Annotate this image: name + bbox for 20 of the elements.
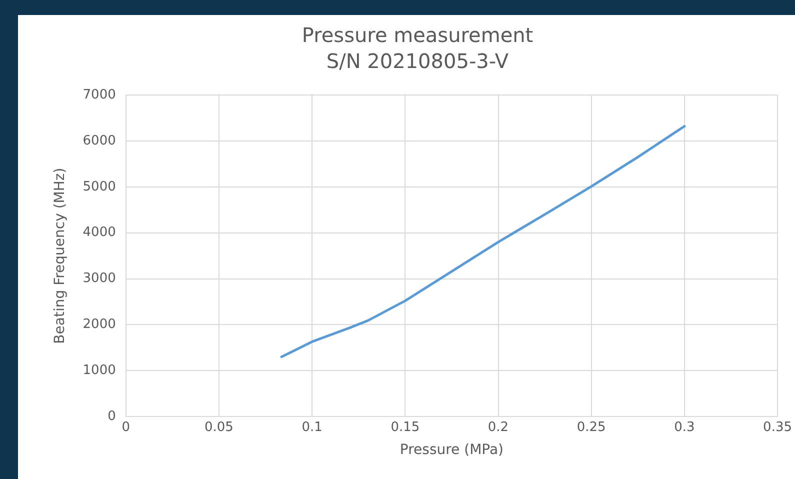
- x-tick-label: 0.1: [302, 420, 322, 435]
- y-axis-title: Beating Frequency (MHz): [52, 168, 68, 344]
- y-tick-label: 0: [108, 408, 116, 424]
- chart-subtitle: S/N 20210805-3-V: [326, 49, 509, 74]
- x-tick-label: 0.2: [488, 420, 509, 435]
- x-tick-label: 0.35: [763, 420, 792, 435]
- y-tick-label: 5000: [82, 179, 116, 194]
- y-tick-label: 3000: [82, 271, 116, 286]
- y-tick-label: 7000: [82, 87, 116, 102]
- x-axis-title: Pressure (MPa): [400, 442, 504, 458]
- x-tick-label: 0.05: [204, 420, 234, 435]
- y-tick-label: 4000: [82, 225, 116, 240]
- y-tick-label: 2000: [82, 317, 116, 332]
- x-tick-label: 0.25: [576, 420, 606, 435]
- x-tick-label: 0: [122, 420, 130, 435]
- y-tick-label: 6000: [82, 133, 116, 148]
- x-tick-label: 0.3: [674, 420, 695, 435]
- chart-title: Pressure measurement: [302, 23, 534, 48]
- x-tick-label: 0.15: [390, 420, 420, 435]
- y-tick-label: 1000: [82, 363, 116, 378]
